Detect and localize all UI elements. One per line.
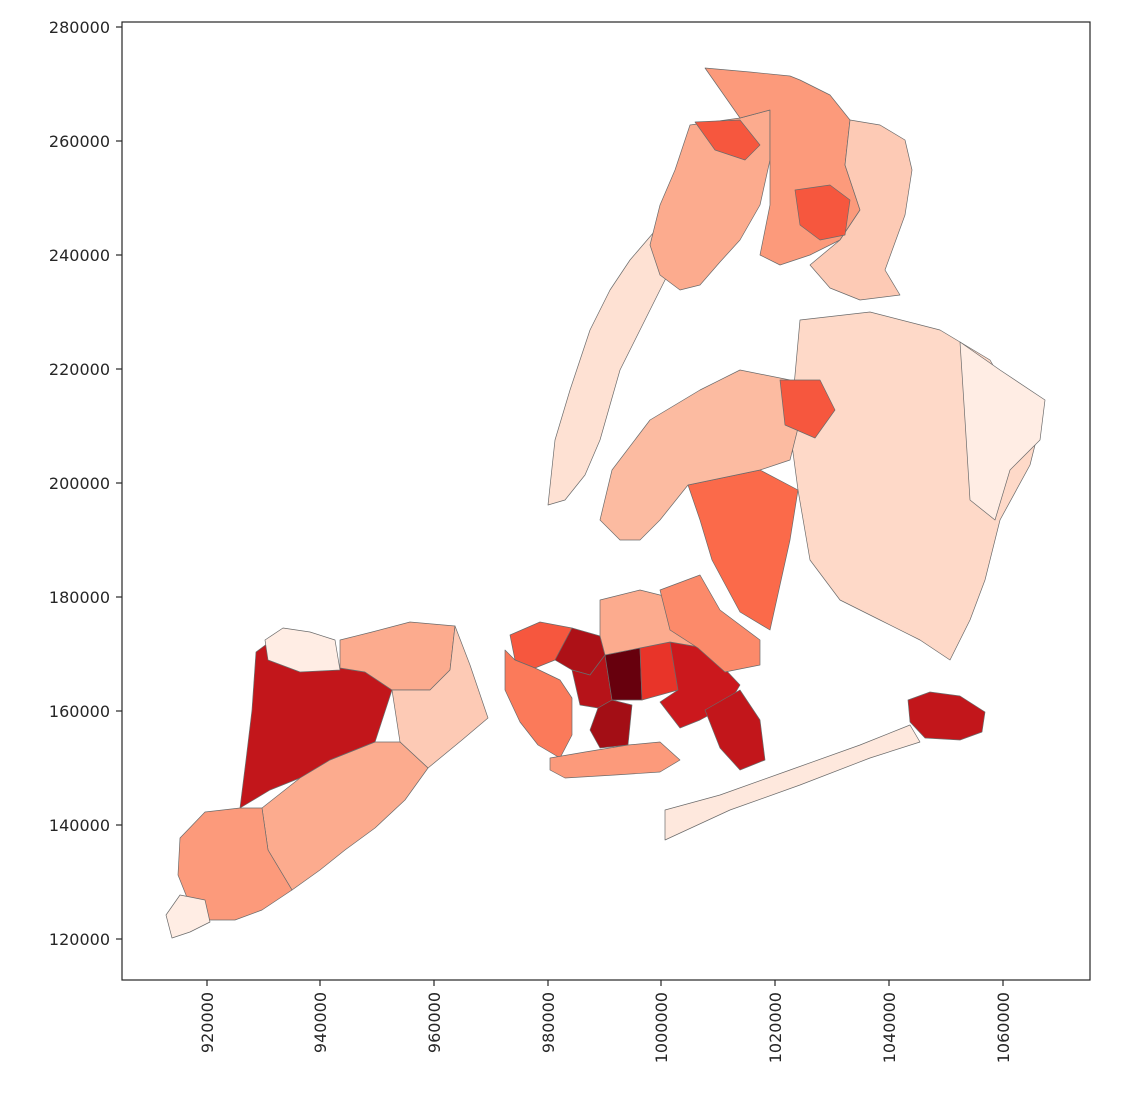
y-tick-label: 280000 bbox=[49, 18, 110, 37]
x-tick-label: 1040000 bbox=[880, 992, 899, 1063]
staten-island-s bbox=[165, 894, 211, 939]
map-regions bbox=[165, 67, 1046, 939]
y-tick-label: 140000 bbox=[49, 816, 110, 835]
x-tick-label: 1000000 bbox=[652, 992, 671, 1063]
y-tick-label: 160000 bbox=[49, 702, 110, 721]
bronx-dark bbox=[794, 184, 851, 241]
y-tick-label: 120000 bbox=[49, 930, 110, 949]
y-tick-label: 260000 bbox=[49, 132, 110, 151]
rockaway-east bbox=[907, 691, 986, 741]
x-axis: 920000 940000 960000 980000 1000000 1020… bbox=[198, 980, 1013, 1063]
queens-north bbox=[599, 369, 801, 541]
bronx-dark-3 bbox=[779, 379, 836, 439]
x-tick-label: 960000 bbox=[425, 992, 444, 1053]
y-tick-label: 200000 bbox=[49, 474, 110, 493]
y-tick-label: 220000 bbox=[49, 360, 110, 379]
brooklyn-coast bbox=[549, 741, 681, 779]
brooklyn-sw bbox=[504, 649, 573, 759]
x-tick-label: 940000 bbox=[311, 992, 330, 1053]
x-tick-label: 980000 bbox=[539, 992, 558, 1053]
queens-south-central bbox=[659, 574, 761, 673]
y-axis: 280000 260000 240000 220000 200000 18000… bbox=[49, 18, 122, 949]
queens-far-east bbox=[959, 341, 1046, 521]
queens-central bbox=[687, 469, 799, 631]
x-tick-label: 920000 bbox=[198, 992, 217, 1053]
staten-island-n bbox=[264, 627, 341, 673]
x-tick-label: 1060000 bbox=[994, 992, 1013, 1063]
queens-east-canarsie bbox=[704, 689, 766, 771]
y-tick-label: 180000 bbox=[49, 588, 110, 607]
rockaway-peninsula bbox=[664, 724, 921, 841]
bronx-dark-2 bbox=[694, 119, 761, 161]
bronx-east bbox=[809, 119, 913, 301]
y-tick-label: 240000 bbox=[49, 246, 110, 265]
x-tick-label: 1020000 bbox=[766, 992, 785, 1063]
brooklyn-peak bbox=[604, 647, 643, 701]
plot-frame bbox=[121, 21, 1091, 981]
